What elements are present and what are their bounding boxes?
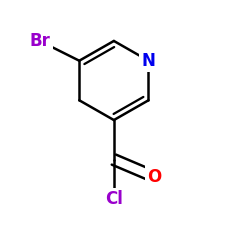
Text: O: O [148, 168, 162, 186]
Text: Br: Br [29, 32, 50, 50]
Text: Cl: Cl [105, 190, 123, 208]
Text: N: N [142, 52, 156, 70]
